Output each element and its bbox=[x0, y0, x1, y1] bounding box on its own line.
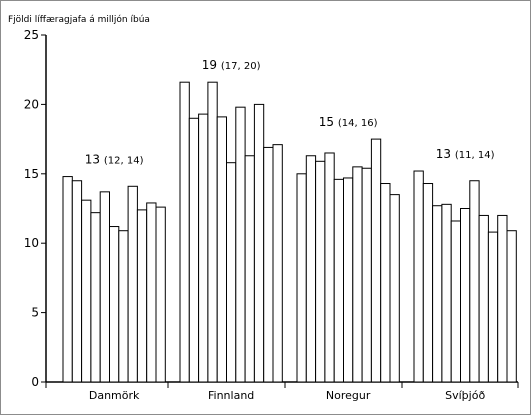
bar bbox=[487, 231, 499, 383]
bar bbox=[460, 208, 471, 383]
bar bbox=[136, 209, 148, 383]
bar bbox=[216, 116, 227, 383]
annotation-interval: (14, 16) bbox=[338, 118, 378, 129]
bar bbox=[146, 202, 157, 383]
bar bbox=[497, 214, 508, 383]
bar bbox=[62, 176, 73, 383]
bar bbox=[90, 212, 101, 383]
x-tick-label: Svíþjóð bbox=[445, 389, 485, 402]
bar bbox=[333, 178, 345, 383]
bar bbox=[109, 226, 120, 383]
annotation-value: 13 bbox=[436, 147, 455, 161]
bar bbox=[315, 160, 326, 383]
bar bbox=[155, 206, 166, 383]
bars bbox=[62, 81, 517, 383]
y-tick-label: 0 bbox=[31, 375, 39, 389]
bar bbox=[226, 162, 237, 383]
bar bbox=[235, 106, 246, 383]
y-tick-label: 15 bbox=[24, 167, 39, 181]
bar bbox=[324, 152, 335, 383]
group-annotation: 13 (12, 14) bbox=[85, 153, 144, 167]
bar bbox=[478, 214, 489, 383]
bar bbox=[506, 230, 517, 383]
bar bbox=[343, 177, 354, 383]
group-annotation: 19 (17, 20) bbox=[202, 58, 261, 72]
bar bbox=[432, 205, 443, 383]
bar bbox=[127, 185, 138, 383]
x-tick-label: Finnland bbox=[208, 389, 254, 402]
bar bbox=[389, 194, 400, 383]
bar bbox=[244, 155, 255, 383]
bar bbox=[253, 103, 265, 383]
bar bbox=[305, 155, 317, 383]
x-tick-label: Noregur bbox=[326, 389, 371, 402]
bar bbox=[188, 117, 200, 383]
annotation-value: 15 bbox=[319, 115, 338, 129]
bar bbox=[81, 199, 92, 383]
bar bbox=[450, 220, 462, 383]
bar bbox=[118, 230, 129, 383]
group-annotation: 15 (14, 16) bbox=[319, 115, 378, 129]
annotations: 13 (12, 14) 19 (17, 20) 15 (14, 16) 13 (11,… bbox=[85, 58, 495, 166]
y-tick-label: 10 bbox=[24, 236, 39, 250]
annotation-interval: (11, 14) bbox=[455, 150, 495, 161]
annotation-value: 19 bbox=[202, 58, 221, 72]
annotation-value: 13 bbox=[85, 153, 104, 167]
bar bbox=[370, 138, 382, 383]
y-ticks: 0 5 10 15 20 25 bbox=[24, 28, 46, 389]
group-annotation: 13 (11, 14) bbox=[436, 147, 495, 161]
y-tick-label: 25 bbox=[24, 28, 39, 42]
bar bbox=[352, 166, 363, 383]
bar bbox=[413, 170, 424, 383]
bar bbox=[272, 144, 283, 383]
bar bbox=[263, 146, 274, 383]
bar bbox=[71, 180, 83, 383]
bar bbox=[179, 81, 190, 383]
bar bbox=[99, 191, 110, 383]
bar bbox=[361, 167, 372, 383]
y-axis-label: Fjöldi líffæragjafa á milljón íbúa bbox=[8, 14, 150, 25]
x-tick-label: Danmörk bbox=[89, 389, 140, 402]
bar bbox=[469, 180, 480, 383]
bar bbox=[422, 183, 434, 383]
x-tick-labels: Danmörk Finnland Noregur Svíþjóð bbox=[45, 382, 519, 402]
annotation-interval: (17, 20) bbox=[221, 61, 261, 72]
y-tick-label: 20 bbox=[24, 97, 39, 111]
annotation-interval: (12, 14) bbox=[104, 156, 144, 167]
bar bbox=[207, 81, 218, 383]
bar bbox=[380, 183, 391, 383]
bar bbox=[198, 113, 209, 383]
bar bbox=[441, 203, 452, 383]
bar bbox=[296, 173, 307, 383]
y-tick-label: 5 bbox=[31, 306, 39, 320]
